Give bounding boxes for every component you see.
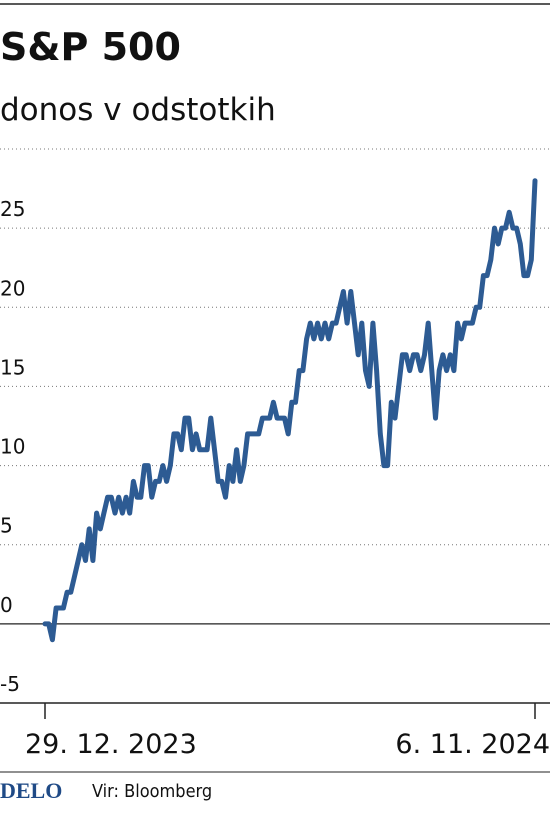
chart-subtitle: donos v odstotkih	[0, 92, 276, 128]
brand: DELO	[0, 778, 62, 803]
y-tick-label: 10	[0, 435, 25, 459]
source: Vir: Bloomberg	[92, 781, 212, 802]
y-tick-label: 15	[0, 355, 25, 379]
y-tick-label: 5	[0, 514, 13, 538]
x-tick-label: 29. 12. 2023	[25, 729, 197, 760]
x-tick-label: 6. 11. 2024	[395, 729, 550, 760]
y-tick-label: -5	[0, 672, 20, 696]
y-tick-label: 0	[0, 593, 13, 617]
y-tick-label: 20	[0, 276, 25, 300]
y-tick-label: 25	[0, 197, 25, 221]
series-line	[42, 178, 538, 643]
chart-title: S&P 500	[0, 25, 181, 69]
